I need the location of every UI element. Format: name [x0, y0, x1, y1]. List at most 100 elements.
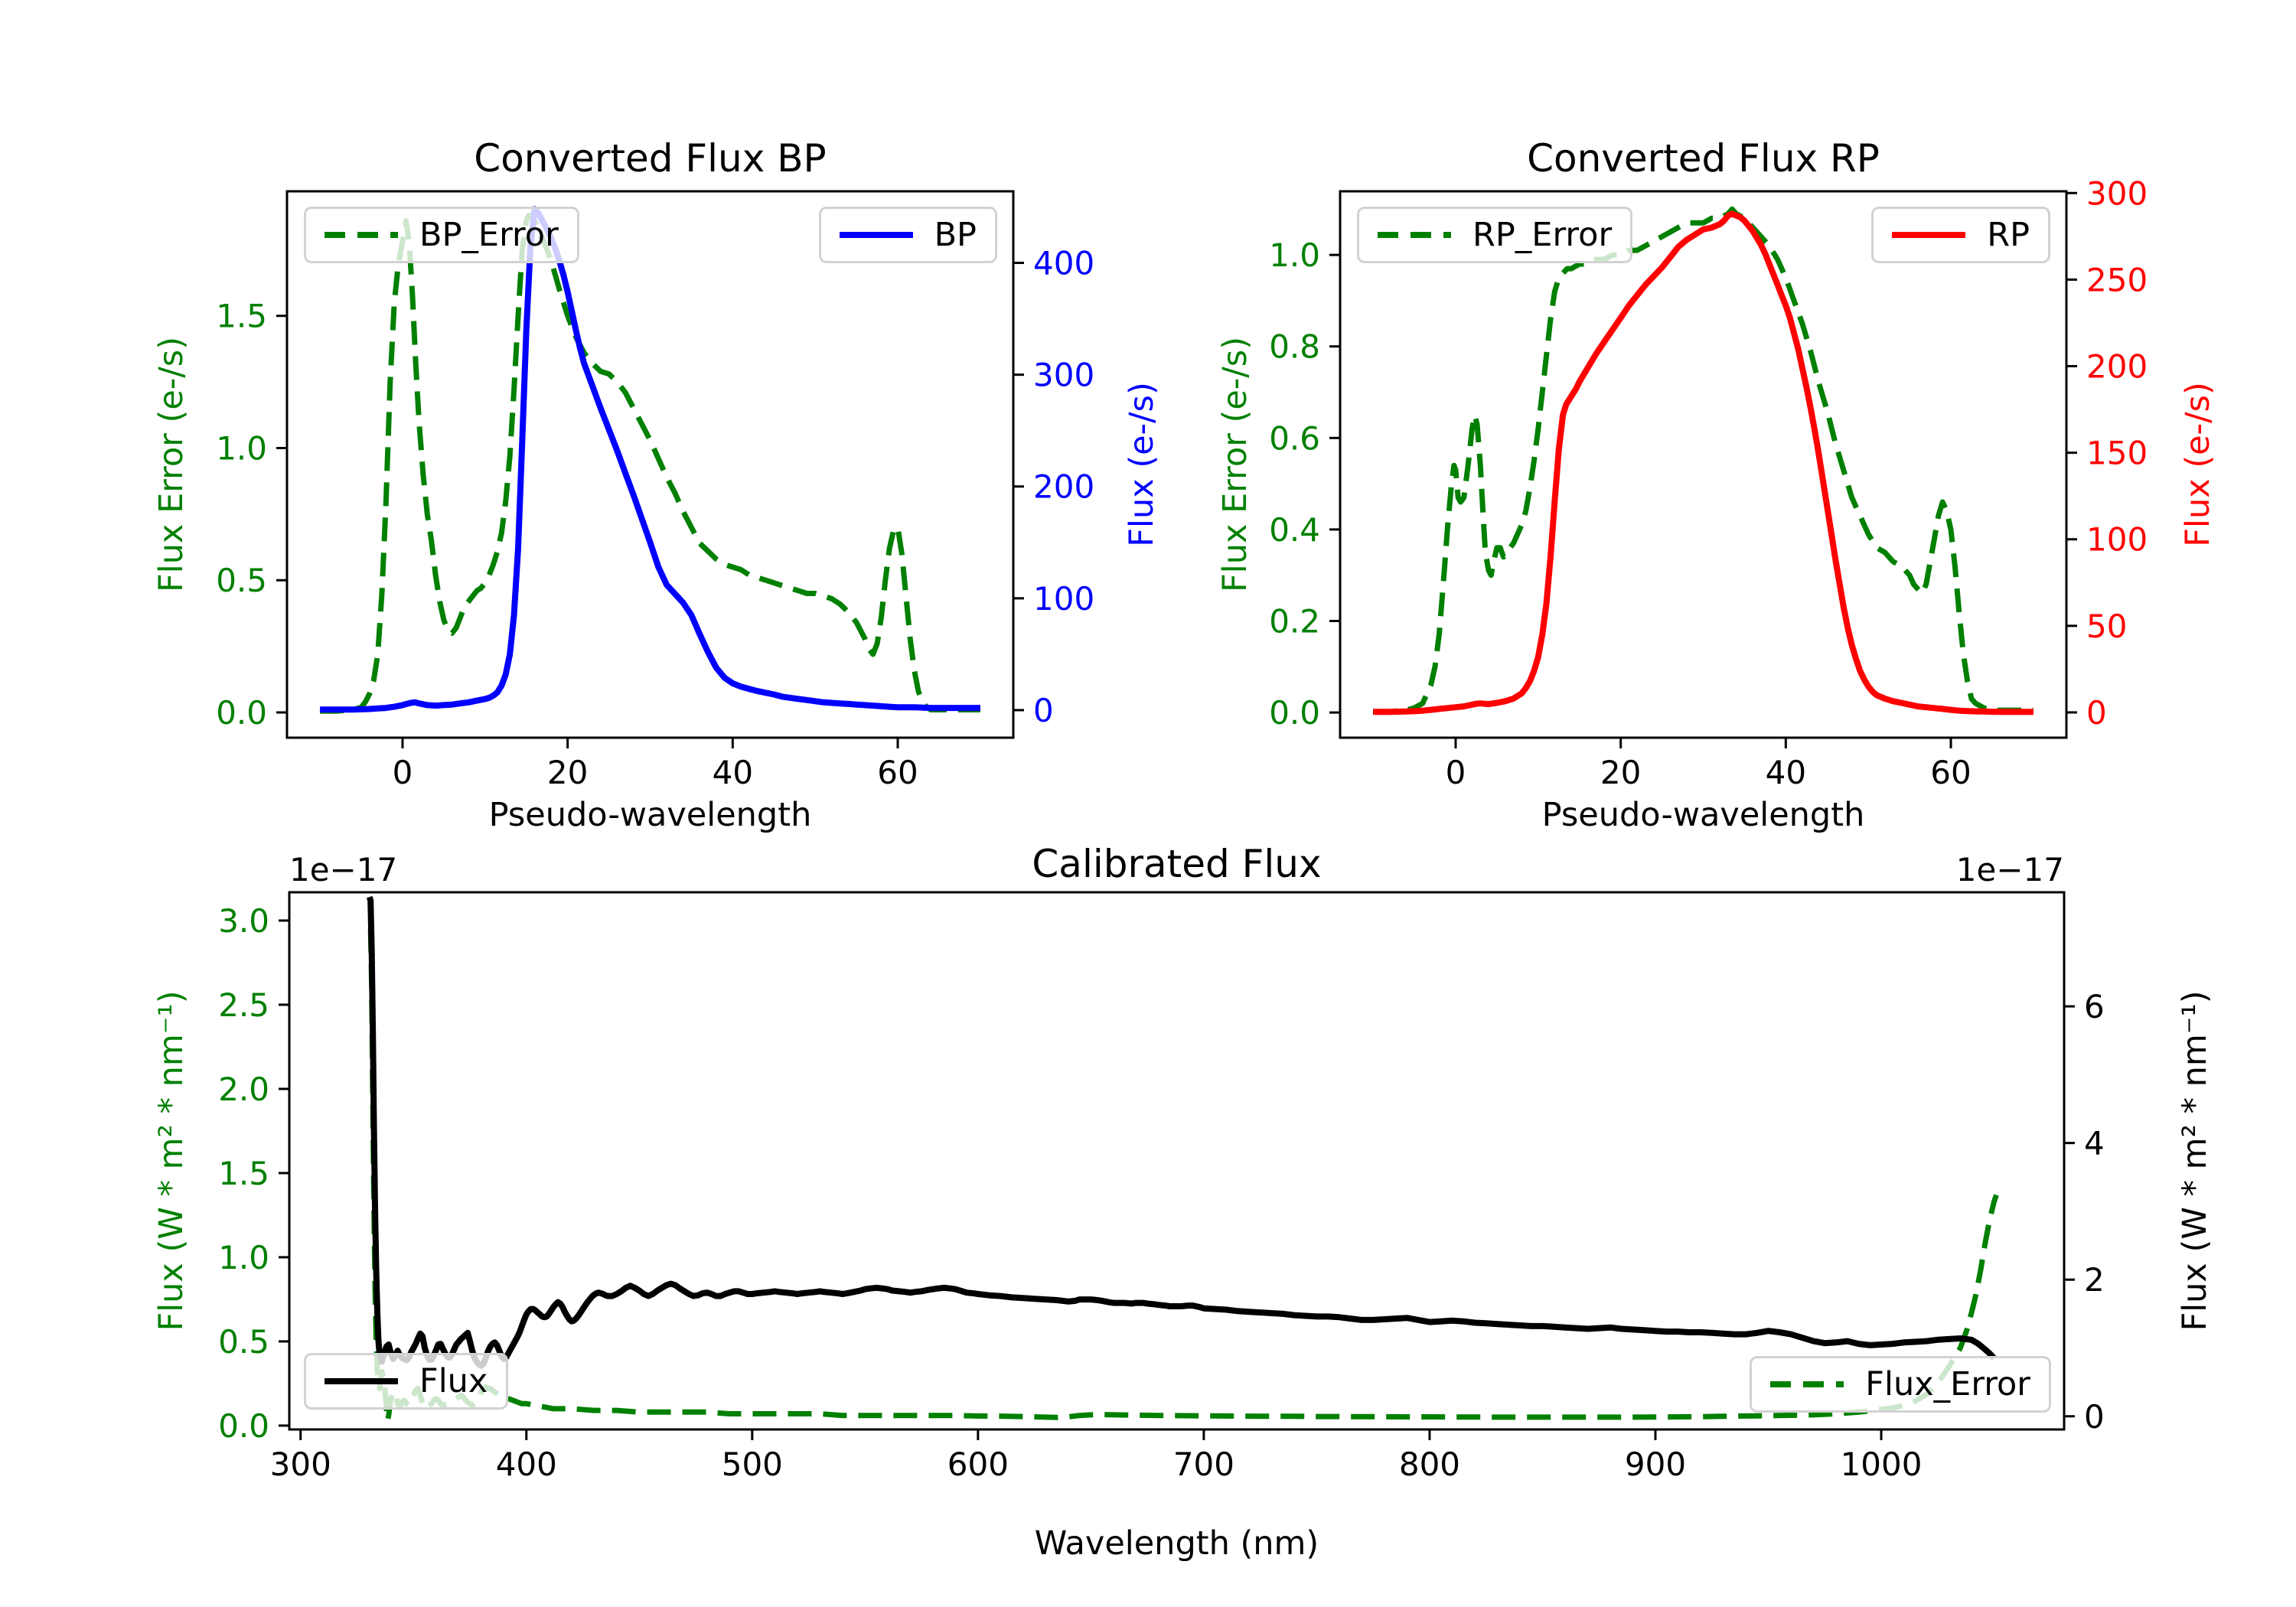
svg-text:0.0: 0.0 — [218, 1407, 269, 1445]
cal-flux_error-curve — [367, 928, 1999, 1423]
svg-text:4: 4 — [2084, 1125, 2105, 1162]
bp-axes: 0 20 40 60 0.0 0.5 1.0 1.5 0 100 200 300 400 — [216, 190, 1094, 791]
svg-text:20: 20 — [547, 754, 588, 791]
legend-flux-error: Flux_Error — [1750, 1356, 2051, 1413]
svg-text:0.5: 0.5 — [216, 562, 267, 599]
rp-line-sample — [1892, 232, 1966, 238]
ylabel-cal-right: Flux (W * m² * nm⁻¹) — [2176, 990, 2214, 1332]
svg-text:0: 0 — [2084, 1398, 2105, 1436]
svg-text:500: 500 — [722, 1446, 783, 1483]
svg-text:100: 100 — [1033, 580, 1094, 618]
svg-text:600: 600 — [947, 1446, 1009, 1483]
bp-left_axis-ticks: 0.0 0.5 1.0 1.5 — [216, 298, 287, 732]
svg-text:0: 0 — [393, 754, 413, 791]
svg-text:1.0: 1.0 — [216, 429, 267, 467]
svg-text:0.0: 0.0 — [216, 694, 267, 732]
cal-right_axis-ticks: 0 2 4 6 — [2064, 988, 2105, 1436]
svg-text:3.0: 3.0 — [218, 902, 269, 940]
ylabel-rp-flux: Flux (e-/s) — [2179, 382, 2217, 547]
svg-text:40: 40 — [1766, 754, 1806, 791]
rp-right_axis-ticks: 0 50 100 150 200 250 300 — [2066, 174, 2148, 732]
legend-label-bp: BP — [934, 216, 977, 254]
svg-text:400: 400 — [496, 1446, 557, 1483]
svg-text:800: 800 — [1399, 1446, 1460, 1483]
rp-error-line-sample — [1378, 232, 1451, 238]
cal-left_axis-ticks: 0.0 0.5 1.0 1.5 2.0 2.5 3.0 — [218, 902, 289, 1445]
legend-label-bp-error: BP_Error — [419, 216, 559, 254]
svg-text:0: 0 — [1033, 692, 1054, 729]
svg-text:1.0: 1.0 — [218, 1239, 269, 1276]
svg-text:60: 60 — [877, 754, 918, 791]
rp-rp-curve — [1373, 210, 2033, 715]
svg-text:1.5: 1.5 — [218, 1155, 269, 1192]
title-converted-flux-bp: Converted Flux BP — [474, 136, 827, 181]
svg-text:0.8: 0.8 — [1269, 328, 1320, 366]
title-converted-flux-rp: Converted Flux RP — [1527, 136, 1880, 181]
legend-bp: BP — [818, 207, 997, 263]
rp-rp_error-curve — [1373, 206, 2033, 715]
svg-text:0: 0 — [2086, 694, 2107, 732]
ylabel-bp-flux: Flux (e-/s) — [1123, 382, 1161, 547]
offset-text-left: 1e−17 — [289, 851, 398, 888]
bp-bp-curve — [320, 206, 980, 713]
svg-text:1000: 1000 — [1841, 1446, 1923, 1483]
xlabel-rp: Pseudo-wavelength — [1541, 796, 1865, 834]
cal-spines — [288, 891, 2066, 1431]
svg-text:20: 20 — [1600, 754, 1641, 791]
svg-text:300: 300 — [270, 1446, 331, 1483]
flux-error-line-sample — [1770, 1381, 1844, 1387]
flux-line-sample — [325, 1378, 398, 1384]
offset-text-right: 1e−17 — [1955, 851, 2064, 888]
svg-text:0.0: 0.0 — [1269, 694, 1320, 732]
svg-text:2.0: 2.0 — [218, 1071, 269, 1108]
svg-text:2: 2 — [2084, 1261, 2105, 1299]
legend-rp-error: RP_Error — [1357, 207, 1633, 263]
svg-text:0.6: 0.6 — [1269, 419, 1320, 457]
cal-x-ticks: 300 400 500 600 700 800 900 1000 — [270, 1429, 1923, 1483]
svg-text:60: 60 — [1930, 754, 1971, 791]
svg-text:300: 300 — [2086, 174, 2148, 212]
rp-x-ticks: 0 20 40 60 — [1446, 738, 1971, 791]
svg-text:0: 0 — [1446, 754, 1466, 791]
svg-text:100: 100 — [2086, 521, 2148, 559]
legend-flux: Flux — [304, 1353, 509, 1410]
bp-right_axis-ticks: 0 100 200 300 400 — [1013, 245, 1094, 729]
legend-label-rp: RP — [1987, 216, 2030, 254]
svg-text:2.5: 2.5 — [218, 986, 269, 1024]
svg-text:50: 50 — [2086, 608, 2127, 645]
bp-line-sample — [839, 232, 913, 238]
bp-bp_error-curve — [320, 212, 980, 714]
bp-x-ticks: 0 20 40 60 — [393, 738, 918, 791]
legend-rp: RP — [1871, 207, 2050, 263]
svg-text:700: 700 — [1173, 1446, 1234, 1483]
svg-text:6: 6 — [2084, 988, 2105, 1025]
bp-spines — [285, 190, 1015, 739]
rp-spines — [1339, 190, 2068, 739]
legend-label-flux: Flux — [419, 1362, 488, 1400]
xlabel-cal: Wavelength (nm) — [1034, 1524, 1319, 1563]
svg-text:150: 150 — [2086, 435, 2148, 472]
bp-error-line-sample — [325, 232, 398, 238]
svg-text:200: 200 — [1033, 468, 1094, 506]
svg-text:200: 200 — [2086, 347, 2148, 385]
legend-label-rp-error: RP_Error — [1473, 216, 1613, 254]
svg-text:40: 40 — [713, 754, 753, 791]
rp-axes: 0 20 40 60 0.0 0.2 0.4 0.6 0.8 1.0 0 50 100 150 200 250… — [1269, 174, 2148, 791]
title-calibrated-flux: Calibrated Flux — [1032, 842, 1322, 886]
rp-left_axis-ticks: 0.0 0.2 0.4 0.6 0.8 1.0 — [1269, 236, 1340, 732]
svg-text:1.5: 1.5 — [216, 298, 267, 335]
ylabel-bp-error: Flux Error (e-/s) — [152, 337, 191, 592]
svg-text:300: 300 — [1033, 357, 1094, 394]
cal-flux-curve — [366, 895, 1997, 1369]
xlabel-bp: Pseudo-wavelength — [488, 796, 812, 834]
svg-text:400: 400 — [1033, 245, 1094, 282]
svg-text:0.2: 0.2 — [1269, 603, 1320, 641]
svg-text:0.4: 0.4 — [1269, 511, 1320, 549]
svg-text:1.0: 1.0 — [1269, 236, 1320, 274]
svg-text:0.5: 0.5 — [218, 1323, 269, 1361]
legend-bp-error: BP_Error — [304, 207, 579, 263]
ylabel-cal-left: Flux (W * m² * nm⁻¹) — [152, 990, 191, 1332]
ylabel-rp-error: Flux Error (e-/s) — [1216, 337, 1254, 592]
svg-text:250: 250 — [2086, 261, 2148, 298]
